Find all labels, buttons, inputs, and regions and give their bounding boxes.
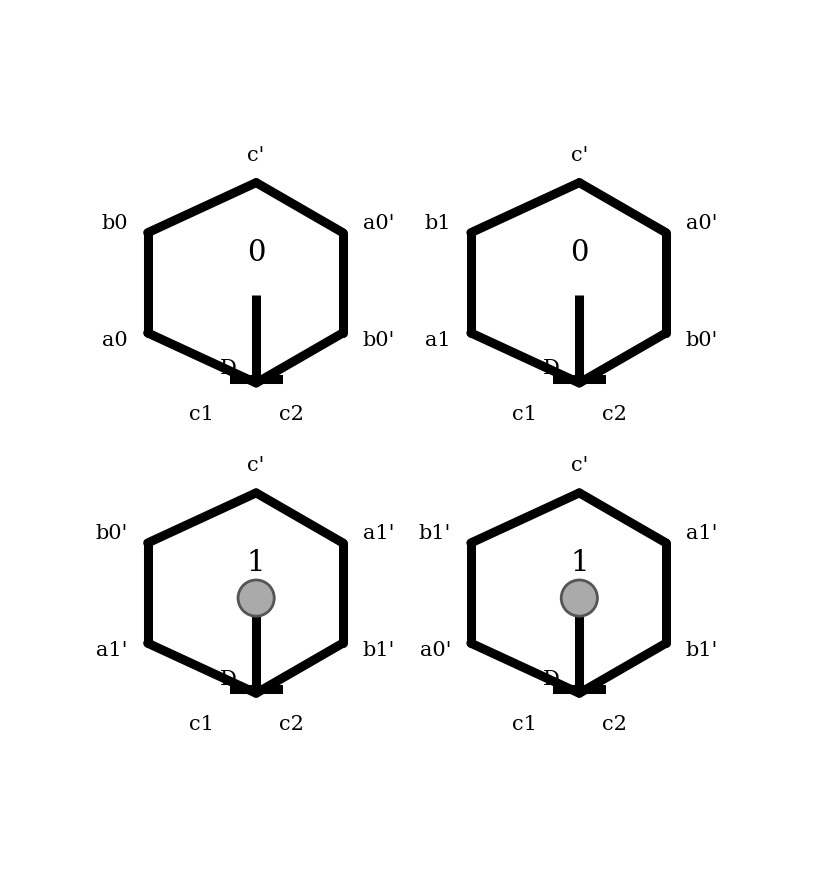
Text: c2: c2 (602, 405, 627, 423)
Text: D: D (219, 359, 237, 378)
Text: 1: 1 (570, 549, 589, 577)
Text: D: D (543, 359, 560, 378)
Text: b1': b1' (419, 524, 451, 544)
Text: b0': b0' (363, 331, 395, 349)
Text: c2: c2 (279, 715, 304, 734)
Text: c': c' (570, 456, 588, 475)
Text: a0: a0 (102, 331, 128, 349)
Text: b0': b0' (95, 524, 128, 544)
Text: c1: c1 (188, 405, 214, 423)
Text: c': c' (570, 145, 588, 165)
Text: a0': a0' (363, 214, 394, 233)
Text: D: D (219, 670, 237, 689)
Text: b1': b1' (686, 641, 718, 660)
Text: a0': a0' (686, 214, 717, 233)
Text: c1: c1 (188, 715, 214, 734)
Text: a1': a1' (686, 524, 717, 544)
Text: c2: c2 (602, 715, 627, 734)
Text: 1: 1 (247, 549, 265, 577)
Text: b1: b1 (425, 214, 451, 233)
Text: 0: 0 (247, 238, 265, 267)
Text: a1: a1 (425, 331, 451, 349)
Text: a1': a1' (363, 524, 394, 544)
Text: c1: c1 (512, 405, 537, 423)
Text: c2: c2 (279, 405, 304, 423)
Text: a0': a0' (420, 641, 451, 660)
Text: c': c' (248, 145, 265, 165)
Text: 0: 0 (570, 238, 589, 267)
Text: D: D (543, 670, 560, 689)
Text: b1': b1' (363, 641, 395, 660)
Text: a1': a1' (97, 641, 128, 660)
Text: b0: b0 (101, 214, 128, 233)
Circle shape (561, 580, 597, 616)
Text: b0': b0' (686, 331, 718, 349)
Text: c1: c1 (512, 715, 537, 734)
Circle shape (238, 580, 274, 616)
Text: c': c' (248, 456, 265, 475)
